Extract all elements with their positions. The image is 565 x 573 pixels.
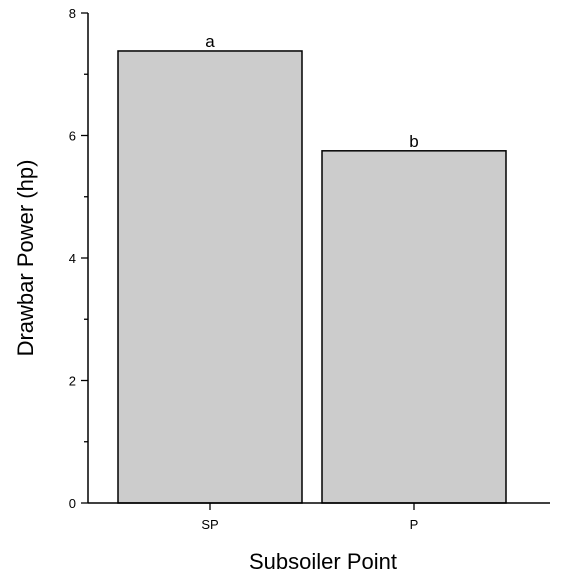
y-axis: 0 2 4 6 8	[69, 6, 89, 511]
y-axis-title: Drawbar Power (hp)	[13, 160, 38, 357]
data-labels-group: ab	[205, 32, 418, 151]
y-tick-label: 2	[69, 374, 76, 389]
bar-p	[321, 150, 507, 504]
x-tick-label: SP	[201, 517, 218, 532]
y-tick-label: 6	[69, 129, 76, 144]
y-tick-label: 0	[69, 496, 76, 511]
bar-sp	[117, 50, 303, 504]
x-axis: SP P	[88, 502, 550, 532]
x-tick-label: P	[410, 517, 419, 532]
y-tick-label: 4	[69, 251, 76, 266]
x-axis-title: Subsoiler Point	[249, 549, 397, 573]
bars-group	[117, 50, 507, 504]
y-tick-label: 8	[69, 6, 76, 21]
data-label-p: b	[409, 132, 418, 151]
data-label-sp: a	[205, 32, 215, 51]
